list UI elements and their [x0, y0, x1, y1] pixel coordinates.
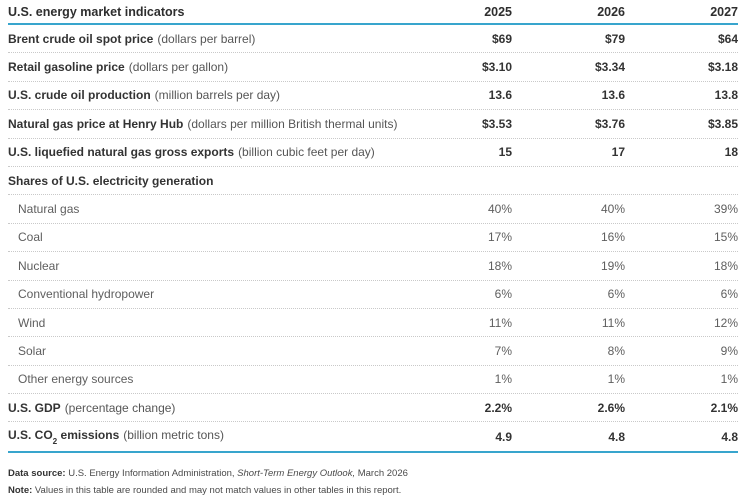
value-cell: $69 [491, 31, 512, 46]
co2-subscript: 2 [52, 437, 58, 447]
report-title-italic: Short-Term Energy Outlook, [237, 467, 356, 479]
row-label: Natural gas price at Henry Hub (dollars p… [8, 116, 398, 131]
value-cell: 6% [494, 287, 512, 302]
value-cell: 40% [487, 202, 512, 217]
row-label: Brent crude oil spot price (dollars per b… [8, 31, 256, 46]
year-column-header-2027: 2027 [710, 4, 738, 19]
value-cell: 17 [611, 145, 625, 160]
value-cell: 13.6 [601, 88, 625, 103]
table-row-nuclear-share: Nuclear 18% 19% 18% [8, 252, 738, 281]
value-cell: 1% [720, 372, 738, 387]
row-unit: (dollars per million British thermal uni… [187, 116, 398, 131]
value-cell: $79 [604, 31, 625, 46]
row-label: Natural gas [18, 202, 80, 217]
table-row-natural-gas-share: Natural gas 40% 40% 39% [8, 195, 738, 224]
value-cell: 17% [487, 230, 512, 245]
table-row-electricity-shares-header: Shares of U.S. electricity generation [8, 167, 738, 196]
table-row-coal-share: Coal 17% 16% 15% [8, 224, 738, 253]
value-cell: 18 [724, 145, 738, 160]
table-row-gdp: U.S. GDP (percentage change) 2.2% 2.6% 2.… [8, 394, 738, 423]
row-label: U.S. GDP (percentage change) [8, 400, 176, 415]
page-title: U.S. energy market indicators [8, 4, 185, 19]
table-header-row: U.S. energy market indicators 2025 2026 … [8, 0, 738, 25]
row-label: U.S. liquefied natural gas gross exports… [8, 145, 375, 160]
value-cell: 11% [601, 315, 625, 330]
value-cell: 12% [713, 315, 738, 330]
value-cell: 1% [494, 372, 512, 387]
table-row-solar-share: Solar 7% 8% 9% [8, 337, 738, 366]
value-cell: 40% [600, 202, 625, 217]
row-unit: (billion cubic feet per day) [238, 145, 375, 160]
table-footnotes: Data source: U.S. Energy Information Adm… [8, 465, 738, 499]
value-cell: 39% [713, 202, 738, 217]
table-body: Brent crude oil spot price (dollars per b… [8, 25, 738, 453]
value-cell: $3.85 [707, 116, 738, 131]
table-row-hydropower-share: Conventional hydropower 6% 6% 6% [8, 281, 738, 309]
value-cell: 2.1% [710, 400, 738, 415]
row-label: Nuclear [18, 258, 60, 273]
value-cell: 4.9 [495, 429, 512, 444]
value-cell: 15% [713, 230, 738, 245]
rounding-note: Note: Values in this table are rounded a… [8, 484, 402, 496]
value-cell: 13.8 [714, 88, 738, 103]
table-row-crude-production: U.S. crude oil production (million barrel… [8, 82, 738, 111]
value-cell: 8% [607, 343, 625, 358]
table-row-lng-exports: U.S. liquefied natural gas gross exports… [8, 139, 738, 167]
row-label: U.S. crude oil production (million barrel… [8, 88, 281, 103]
value-cell: $3.34 [594, 60, 625, 75]
value-cell: 18% [713, 258, 738, 273]
value-cell: 16% [600, 230, 625, 245]
value-cell: $3.18 [707, 60, 738, 75]
value-cell: $3.10 [481, 60, 512, 75]
value-cell: 6% [607, 287, 625, 302]
value-cell: 9% [720, 343, 738, 358]
value-cell: 2.6% [597, 400, 625, 415]
table-row-henry-hub: Natural gas price at Henry Hub (dollars p… [8, 110, 738, 139]
value-cell: 2.2% [484, 400, 512, 415]
value-cell: 11% [488, 315, 512, 330]
value-cell: 19% [600, 258, 625, 273]
value-cell: $3.53 [481, 116, 512, 131]
year-column-header-2025: 2025 [484, 4, 512, 19]
row-unit: (dollars per gallon) [128, 60, 229, 75]
year-column-header-2026: 2026 [597, 4, 625, 19]
value-cell: 15 [498, 145, 512, 160]
table-row-wind-share: Wind 11% 11% 12% [8, 309, 738, 338]
row-unit: (percentage change) [64, 400, 176, 415]
row-unit: (dollars per barrel) [157, 31, 256, 46]
row-unit: (billion metric tons) [123, 428, 224, 443]
row-label: Coal [18, 230, 43, 245]
table-row-retail-gasoline: Retail gasoline price (dollars per gallon… [8, 53, 738, 82]
value-cell: $3.76 [594, 116, 625, 131]
row-label: Solar [18, 343, 47, 358]
row-label: U.S. CO2 emissions (billion metric tons) [8, 428, 224, 447]
row-unit: (million barrels per day) [154, 88, 281, 103]
row-label: Other energy sources [18, 372, 134, 387]
table-row-brent-crude: Brent crude oil spot price (dollars per b… [8, 25, 738, 54]
value-cell: $64 [717, 31, 738, 46]
value-cell: 18% [487, 258, 512, 273]
row-label: Conventional hydropower [18, 287, 155, 302]
data-source-note: Data source: U.S. Energy Information Adm… [8, 467, 408, 479]
table-row-co2-emissions: U.S. CO2 emissions (billion metric tons) … [8, 422, 738, 450]
value-cell: 4.8 [721, 429, 738, 444]
value-cell: 4.8 [608, 429, 625, 444]
value-cell: 1% [607, 372, 625, 387]
table-row-other-sources-share: Other energy sources 1% 1% 1% [8, 366, 738, 395]
section-label: Shares of U.S. electricity generation [8, 173, 214, 188]
row-label: Retail gasoline price (dollars per gallon… [8, 60, 229, 75]
value-cell: 13.6 [488, 88, 512, 103]
value-cell: 7% [494, 343, 512, 358]
row-label: Wind [18, 315, 46, 330]
value-cell: 6% [720, 287, 738, 302]
